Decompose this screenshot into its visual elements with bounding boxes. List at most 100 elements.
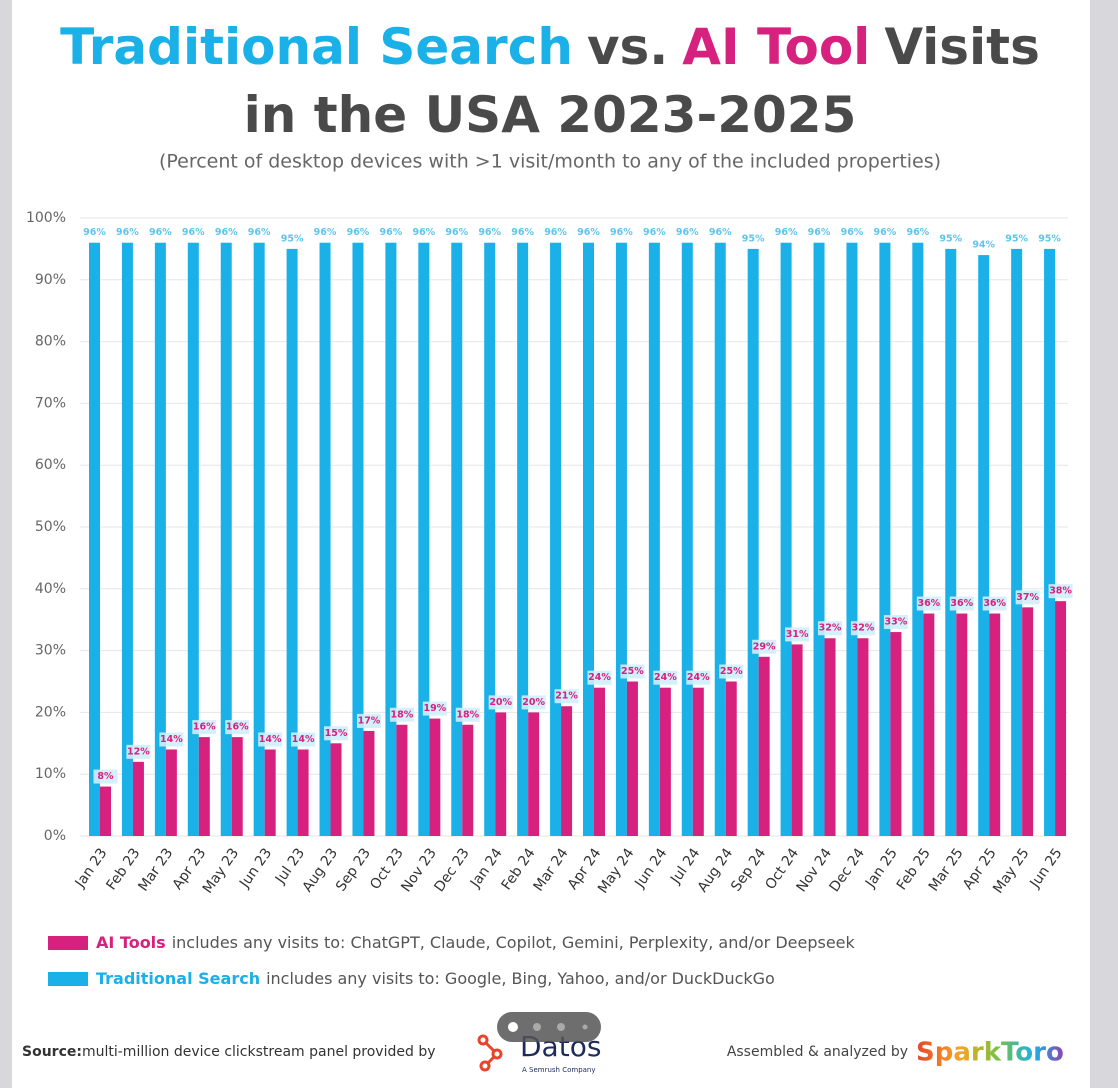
bar	[100, 786, 111, 836]
value-label-bg	[159, 732, 184, 747]
legend-description: includes any visits to: Google, Bing, Ya…	[266, 969, 775, 988]
dot[interactable]	[508, 1022, 518, 1032]
bar	[330, 743, 342, 836]
value-label: 96%	[709, 227, 732, 238]
value-label: 18%	[391, 709, 414, 720]
value-label-bg	[324, 726, 349, 741]
value-label-bg	[850, 621, 875, 636]
value-label: 96%	[445, 227, 468, 238]
dot[interactable]	[533, 1023, 541, 1031]
source: Source:multi-million device clickstream …	[22, 1044, 436, 1060]
value-label: 24%	[687, 672, 710, 683]
value-label-bg	[1015, 590, 1040, 605]
value-label-bg	[389, 707, 414, 722]
dot[interactable]	[557, 1023, 565, 1031]
bar	[385, 242, 397, 837]
bar	[154, 242, 166, 837]
value-label: 96%	[643, 227, 666, 238]
carousel-dots[interactable]	[497, 1012, 601, 1042]
value-label-bg	[982, 596, 1007, 611]
y-tick-label: 70%	[35, 395, 66, 411]
bar	[220, 242, 232, 837]
y-tick-label: 30%	[35, 643, 66, 659]
bar	[648, 242, 660, 837]
value-label: 95%	[281, 233, 304, 244]
value-label: 24%	[588, 672, 611, 683]
bar	[791, 644, 803, 836]
chart-title: Traditional Search vs. AI Tool Visits	[60, 18, 1040, 76]
value-label: 96%	[83, 227, 106, 238]
title-part: Visits	[884, 18, 1040, 76]
value-label: 95%	[939, 233, 962, 244]
value-label: 25%	[621, 666, 644, 677]
value-label-bg	[488, 695, 513, 710]
bar	[429, 718, 441, 836]
bar	[583, 242, 594, 837]
value-label-bg	[785, 627, 810, 642]
legend-swatch	[48, 972, 88, 986]
legend-name: Traditional Search	[96, 969, 260, 988]
bar	[659, 687, 671, 836]
bar	[758, 656, 770, 836]
value-label: 38%	[1049, 586, 1072, 597]
bar	[89, 242, 100, 837]
title-part: in the USA 2023-2025	[244, 86, 857, 144]
value-label: 8%	[97, 771, 114, 782]
value-label-bg	[554, 689, 579, 704]
bar	[231, 737, 243, 836]
dot[interactable]	[582, 1024, 588, 1030]
value-label-bg	[93, 769, 118, 784]
bar	[297, 749, 309, 836]
value-label: 95%	[742, 233, 765, 244]
bar	[484, 242, 496, 837]
bar	[495, 712, 507, 836]
bar	[846, 242, 858, 837]
value-label: 19%	[423, 703, 446, 714]
bar	[956, 613, 968, 836]
bar	[615, 242, 627, 837]
bar	[253, 242, 265, 837]
bar	[462, 724, 474, 836]
legend-entry: Traditional Search includes any visits to…	[96, 969, 775, 988]
bar	[517, 242, 529, 837]
value-label: 24%	[654, 672, 677, 683]
value-label: 33%	[885, 617, 908, 628]
bar	[824, 638, 836, 836]
bar	[451, 242, 463, 837]
value-label-bg	[818, 621, 843, 636]
subtitle: (Percent of desktop devices with >1 visi…	[159, 151, 941, 173]
value-label: 96%	[248, 227, 271, 238]
bar	[264, 749, 276, 836]
value-label-bg	[883, 615, 908, 630]
bar	[1022, 607, 1034, 836]
value-label-bg	[949, 596, 974, 611]
source-label: Source:	[22, 1044, 82, 1060]
value-label: 96%	[544, 227, 567, 238]
credit: Assembled & analyzed by	[727, 1044, 908, 1060]
value-label-bg	[455, 707, 480, 722]
bar	[813, 242, 825, 837]
y-tick-label: 0%	[44, 828, 66, 844]
value-label-bg	[752, 639, 777, 654]
bar	[187, 242, 199, 837]
value-label: 96%	[478, 227, 501, 238]
bar	[857, 638, 869, 836]
value-label: 20%	[489, 697, 512, 708]
value-label: 96%	[116, 227, 139, 238]
value-label: 96%	[775, 227, 798, 238]
datos-logo-icon	[477, 1034, 503, 1072]
y-tick-label: 60%	[35, 457, 66, 473]
bar	[594, 687, 605, 836]
value-label: 20%	[522, 697, 545, 708]
provider-tagline: A Semrush Company	[522, 1066, 596, 1074]
bar	[747, 248, 759, 836]
bar	[912, 242, 924, 837]
value-label: 96%	[380, 227, 403, 238]
value-label-bg	[258, 732, 283, 747]
y-tick-label: 100%	[26, 210, 66, 226]
value-label-bg	[653, 670, 678, 685]
bar	[286, 248, 298, 836]
value-label-bg	[587, 670, 612, 685]
bar	[352, 242, 364, 837]
